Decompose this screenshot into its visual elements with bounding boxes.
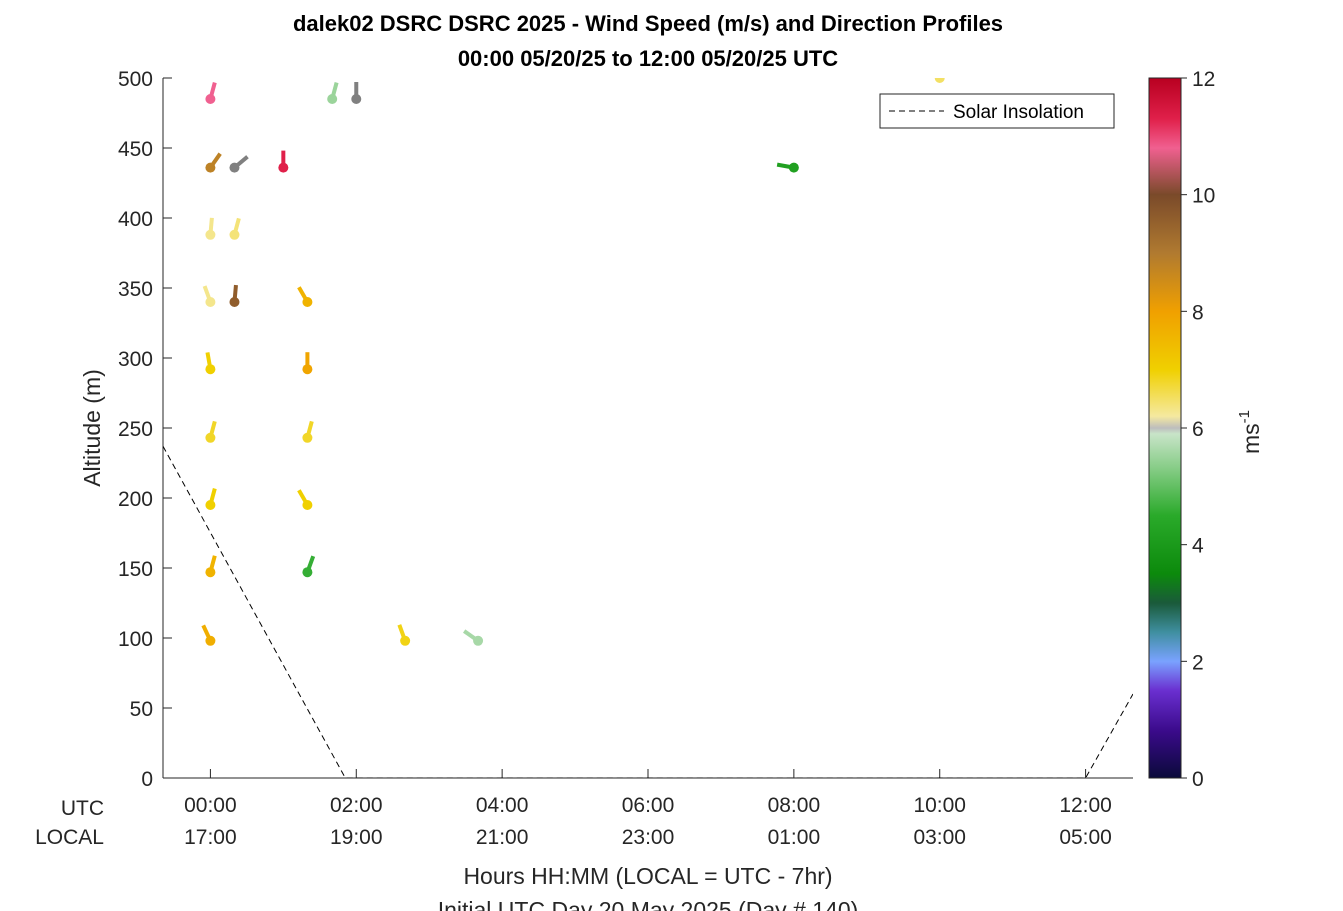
x-tick-label-utc: 00:00: [184, 794, 237, 817]
wind-barb-dot: [327, 94, 338, 104]
wind-barb: [229, 217, 241, 240]
wind-barb-dot: [205, 432, 216, 443]
wind-barb: [302, 420, 314, 443]
wind-barb: [297, 489, 313, 510]
wind-barb: [202, 285, 216, 307]
colorbar-tick-label: 6: [1192, 418, 1204, 441]
wind-barb-dot: [205, 162, 216, 173]
y-axis-label: Altitude (m): [79, 369, 105, 487]
colorbar-tick-label: 2: [1192, 651, 1204, 674]
wind-barb: [205, 82, 217, 104]
wind-barb-dot: [302, 297, 313, 307]
wind-barb-dot: [205, 567, 216, 578]
wind-barb-dot: [205, 364, 216, 375]
x-tick-label-utc: 06:00: [622, 794, 675, 817]
wind-barb: [229, 155, 249, 173]
colorbar-tick-label: 10: [1192, 185, 1215, 208]
wind-barb: [205, 555, 217, 578]
colorbar-tick-label: 8: [1192, 301, 1204, 324]
colorbar-tick-group: 0 2 4 6 8 10 12: [1181, 68, 1215, 791]
wind-barb: [205, 152, 222, 173]
wind-barb: [201, 624, 216, 646]
wind-barb: [776, 162, 799, 173]
x-tick-label-utc: 12:00: [1059, 794, 1112, 817]
y-tick-label: 150: [118, 558, 153, 581]
wind-barb: [302, 352, 313, 375]
colorbar: 0 2 4 6 8 10 12 ms-1: [1148, 68, 1264, 791]
legend: Solar Insolation: [879, 93, 1115, 129]
wind-barb-dot: [473, 635, 484, 646]
wind-barb-group: [201, 78, 945, 646]
wind-barb-dot: [302, 567, 313, 578]
wind-barb-dot: [229, 162, 240, 173]
wind-barb-dot: [934, 78, 945, 83]
x-tick-label-local: 19:00: [330, 826, 383, 849]
wind-barb-dot: [351, 94, 362, 104]
y-tick-label: 350: [118, 278, 153, 301]
wind-barb-dot: [788, 162, 799, 173]
x-tick-label-local: 23:00: [622, 826, 675, 849]
wind-barb-dot: [278, 162, 289, 173]
x-axis-label-secondary: Initial UTC Day 20 May 2025 (Day # 140): [438, 897, 859, 911]
x-tick-label-utc: 02:00: [330, 794, 383, 817]
y-tick-label: 250: [118, 418, 153, 441]
colorbar-tick-label: 0: [1192, 768, 1204, 791]
wind-barb-shaft: [937, 78, 940, 79]
y-tick-label: 400: [118, 208, 153, 231]
x-tick-label-utc: 10:00: [913, 794, 966, 817]
colorbar-tick-label: 4: [1192, 535, 1204, 558]
wind-barb-dot: [229, 229, 240, 240]
colorbar-tick-label: 12: [1192, 68, 1215, 91]
x-tick-label-local: 01:00: [768, 826, 821, 849]
x-tick-label-local: 21:00: [476, 826, 529, 849]
y-tick-label: 0: [141, 768, 153, 791]
y-tick-group: 0 50 100 150 200 250 300 350 400 450 500: [118, 68, 172, 791]
wind-barb: [302, 555, 316, 578]
wind-barb: [205, 420, 217, 443]
wind-barb-dot: [302, 432, 313, 443]
wind-barb: [351, 82, 362, 104]
wind-barb-dot: [229, 297, 240, 307]
y-tick-label: 200: [118, 488, 153, 511]
wind-barb-dot: [205, 94, 216, 104]
wind-barb: [205, 352, 216, 375]
colorbar-gradient: [1148, 77, 1182, 779]
wind-barb-dot: [205, 500, 216, 510]
wind-barb-dot: [205, 635, 216, 646]
chart-title: dalek02 DSRC DSRC 2025 - Wind Speed (m/s…: [293, 11, 1003, 36]
x-tick-label-local: 17:00: [184, 826, 237, 849]
y-tick-label: 100: [118, 628, 153, 651]
x-tick-label-local: 03:00: [913, 826, 966, 849]
wind-barb: [297, 286, 313, 307]
local-row-label: LOCAL: [35, 826, 104, 849]
x-tick-group: 00:00 17:00 02:00 19:00 04:00 21:00 06:00 23:00…: [184, 769, 1112, 849]
wind-barb: [934, 78, 945, 83]
y-tick-label: 450: [118, 138, 153, 161]
solar-insolation-line: [163, 445, 1133, 778]
x-tick-label-utc: 04:00: [476, 794, 529, 817]
chart-subtitle: 00:00 05/20/25 to 12:00 05/20/25 UTC: [458, 46, 838, 71]
wind-barb-dot: [302, 364, 313, 375]
wind-barb-dot: [205, 297, 216, 307]
utc-row-label: UTC: [61, 797, 104, 820]
wind-barb: [229, 284, 240, 307]
y-tick-label: 300: [118, 348, 153, 371]
wind-barb: [205, 217, 216, 240]
x-axis-label: Hours HH:MM (LOCAL = UTC - 7hr): [463, 863, 832, 889]
wind-barb: [397, 624, 411, 646]
y-tick-label: 500: [118, 68, 153, 91]
y-tick-label: 50: [130, 698, 153, 721]
x-tick-label-local: 05:00: [1059, 826, 1112, 849]
legend-solar-label: Solar Insolation: [953, 102, 1084, 123]
wind-barb-dot: [400, 635, 411, 646]
wind-barb-dot: [302, 500, 313, 510]
wind-barb: [205, 488, 217, 510]
wind-barb: [278, 150, 289, 173]
wind-barb-dot: [205, 229, 216, 240]
wind-barb: [327, 82, 339, 104]
colorbar-label: ms-1: [1236, 410, 1264, 454]
wind-barb: [462, 629, 484, 646]
x-tick-label-utc: 08:00: [768, 794, 821, 817]
